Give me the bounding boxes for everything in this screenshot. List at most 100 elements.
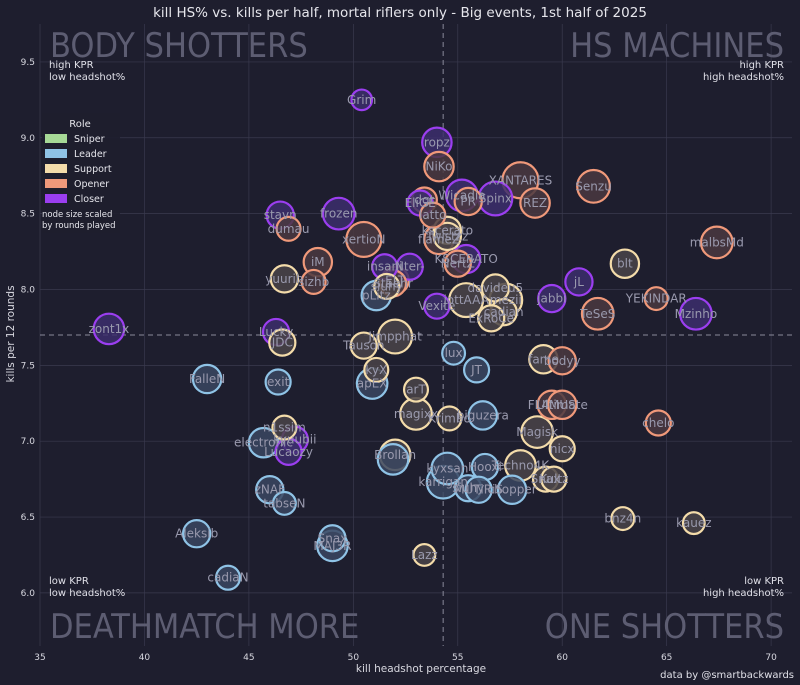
point-label: Lucaozy bbox=[264, 445, 313, 459]
point-label: ELT bbox=[385, 273, 406, 287]
point-senzu bbox=[576, 168, 612, 204]
point-niko bbox=[423, 150, 455, 183]
y-axis-label: kills per 12 rounds bbox=[5, 285, 17, 382]
x-tick-label: 70 bbox=[765, 653, 777, 663]
point-yekindar bbox=[643, 286, 669, 312]
point-chelo bbox=[644, 409, 672, 437]
point-brollan2 bbox=[376, 443, 410, 476]
point-label: JT bbox=[470, 363, 483, 377]
point-xertion bbox=[345, 220, 383, 258]
point-label: frozen bbox=[320, 207, 358, 221]
point-label: Vexite bbox=[418, 299, 455, 313]
point-label: pLitz bbox=[362, 289, 391, 303]
point-label: sizhb bbox=[298, 275, 329, 289]
point-label: nicx bbox=[550, 442, 575, 456]
point-blt bbox=[609, 248, 641, 279]
point-siuhy bbox=[373, 272, 401, 301]
point-label: Senzu bbox=[575, 179, 612, 193]
y-tick-label: 7.0 bbox=[21, 437, 36, 447]
chart-title: kill HS% vs. kills per half, mortal rifl… bbox=[153, 5, 647, 21]
legend-note: by rounds played bbox=[42, 221, 116, 231]
point-label: zNAF bbox=[255, 483, 285, 497]
point-label: xertioN bbox=[342, 232, 385, 246]
point-zont1x bbox=[92, 312, 126, 346]
point-label: cadian bbox=[484, 305, 524, 319]
legend-swatch-sniper bbox=[45, 134, 67, 143]
point-label: Lazz bbox=[411, 548, 438, 562]
point-label: Spinx bbox=[479, 191, 512, 205]
y-tick-label: 9.0 bbox=[21, 134, 36, 144]
point-label: mezii bbox=[490, 293, 522, 307]
x-tick-labels: 35 40 45 50 55 60 65 70 bbox=[34, 653, 777, 663]
point-label: siuhy bbox=[452, 481, 484, 495]
point-label: stavn bbox=[264, 208, 297, 222]
point-label: kauez bbox=[676, 516, 711, 530]
point-lazz bbox=[412, 543, 437, 567]
corner-note-top-right-1: high KPR bbox=[739, 60, 784, 71]
corner-note-bottom-right-1: low KPR bbox=[744, 576, 784, 587]
point-label: dgt bbox=[414, 193, 434, 207]
point-label: EliGE bbox=[405, 196, 436, 210]
point-tabsen bbox=[271, 490, 297, 516]
point-aleksib bbox=[181, 519, 212, 549]
point-label: Techno4K bbox=[491, 458, 550, 472]
point-label: Snax bbox=[531, 472, 561, 486]
point-label: fame bbox=[528, 352, 559, 366]
y-tick-label: 6.0 bbox=[21, 589, 36, 599]
corner-note-top-left-1: high KPR bbox=[49, 60, 94, 71]
point-exit bbox=[264, 368, 292, 396]
credit-text: data by @smartbackwards bbox=[660, 670, 794, 681]
point-biguzera bbox=[467, 400, 499, 431]
point-label: Brollan bbox=[374, 448, 416, 462]
point-label: dumau bbox=[268, 222, 310, 236]
point-latto bbox=[419, 201, 447, 229]
point-nertz bbox=[443, 249, 472, 278]
point-label: tabseN bbox=[263, 496, 305, 510]
point-label: jL bbox=[573, 275, 584, 289]
point-label: kyuubii bbox=[273, 433, 316, 447]
legend-title: Role bbox=[69, 119, 91, 130]
point-label: ropz bbox=[424, 135, 450, 149]
point-nicx bbox=[548, 435, 576, 463]
point-lux bbox=[441, 340, 467, 366]
point-label: FalleN bbox=[189, 372, 225, 386]
point-bodyy bbox=[547, 346, 577, 376]
point-label: XANTARES bbox=[489, 173, 553, 187]
point-teses bbox=[580, 296, 615, 331]
point-label: flameZ bbox=[418, 232, 460, 246]
point-kyxsan bbox=[430, 451, 465, 486]
data-points bbox=[92, 88, 734, 591]
point-kyx bbox=[363, 356, 390, 383]
point-bnz4n bbox=[610, 506, 636, 532]
point-label: Twistzz bbox=[425, 229, 468, 243]
point-tauson bbox=[349, 331, 378, 360]
point-pr bbox=[453, 186, 483, 217]
point-krimbo bbox=[436, 405, 463, 432]
point-label: bnz4n bbox=[604, 512, 641, 526]
point-jabbi bbox=[537, 283, 567, 314]
point-label: Magisk bbox=[516, 425, 558, 439]
quadrant-label-bottom-right: ONE SHOTTERS bbox=[545, 607, 784, 647]
x-tick-label: 40 bbox=[139, 653, 151, 663]
point-label: karrigan bbox=[418, 475, 468, 489]
point-label: arT bbox=[406, 383, 426, 397]
point-label: insani bbox=[367, 260, 402, 274]
point-label: MUTiRiS bbox=[454, 483, 503, 497]
quadrant-label-top-right: HS MACHINES bbox=[570, 26, 784, 66]
corner-note-bottom-left-2: low headshot% bbox=[49, 588, 125, 599]
point-label: siuhy bbox=[371, 279, 403, 293]
point-label: zont1x bbox=[89, 322, 130, 336]
point-jl bbox=[564, 267, 594, 297]
point-label: jottAAA bbox=[442, 293, 489, 307]
point-label: exit bbox=[267, 375, 290, 389]
point-chopper bbox=[496, 474, 528, 505]
point-label: Ultimate bbox=[537, 398, 588, 412]
point-label: Snax bbox=[318, 531, 348, 545]
legend-swatch-support bbox=[45, 164, 67, 173]
corner-note-top-right-2: high headshot% bbox=[703, 72, 784, 83]
point-label: malbsMd bbox=[690, 235, 744, 249]
x-tick-label: 45 bbox=[243, 653, 254, 663]
point-label: Staehr bbox=[373, 276, 413, 290]
point-jdc bbox=[268, 328, 297, 357]
